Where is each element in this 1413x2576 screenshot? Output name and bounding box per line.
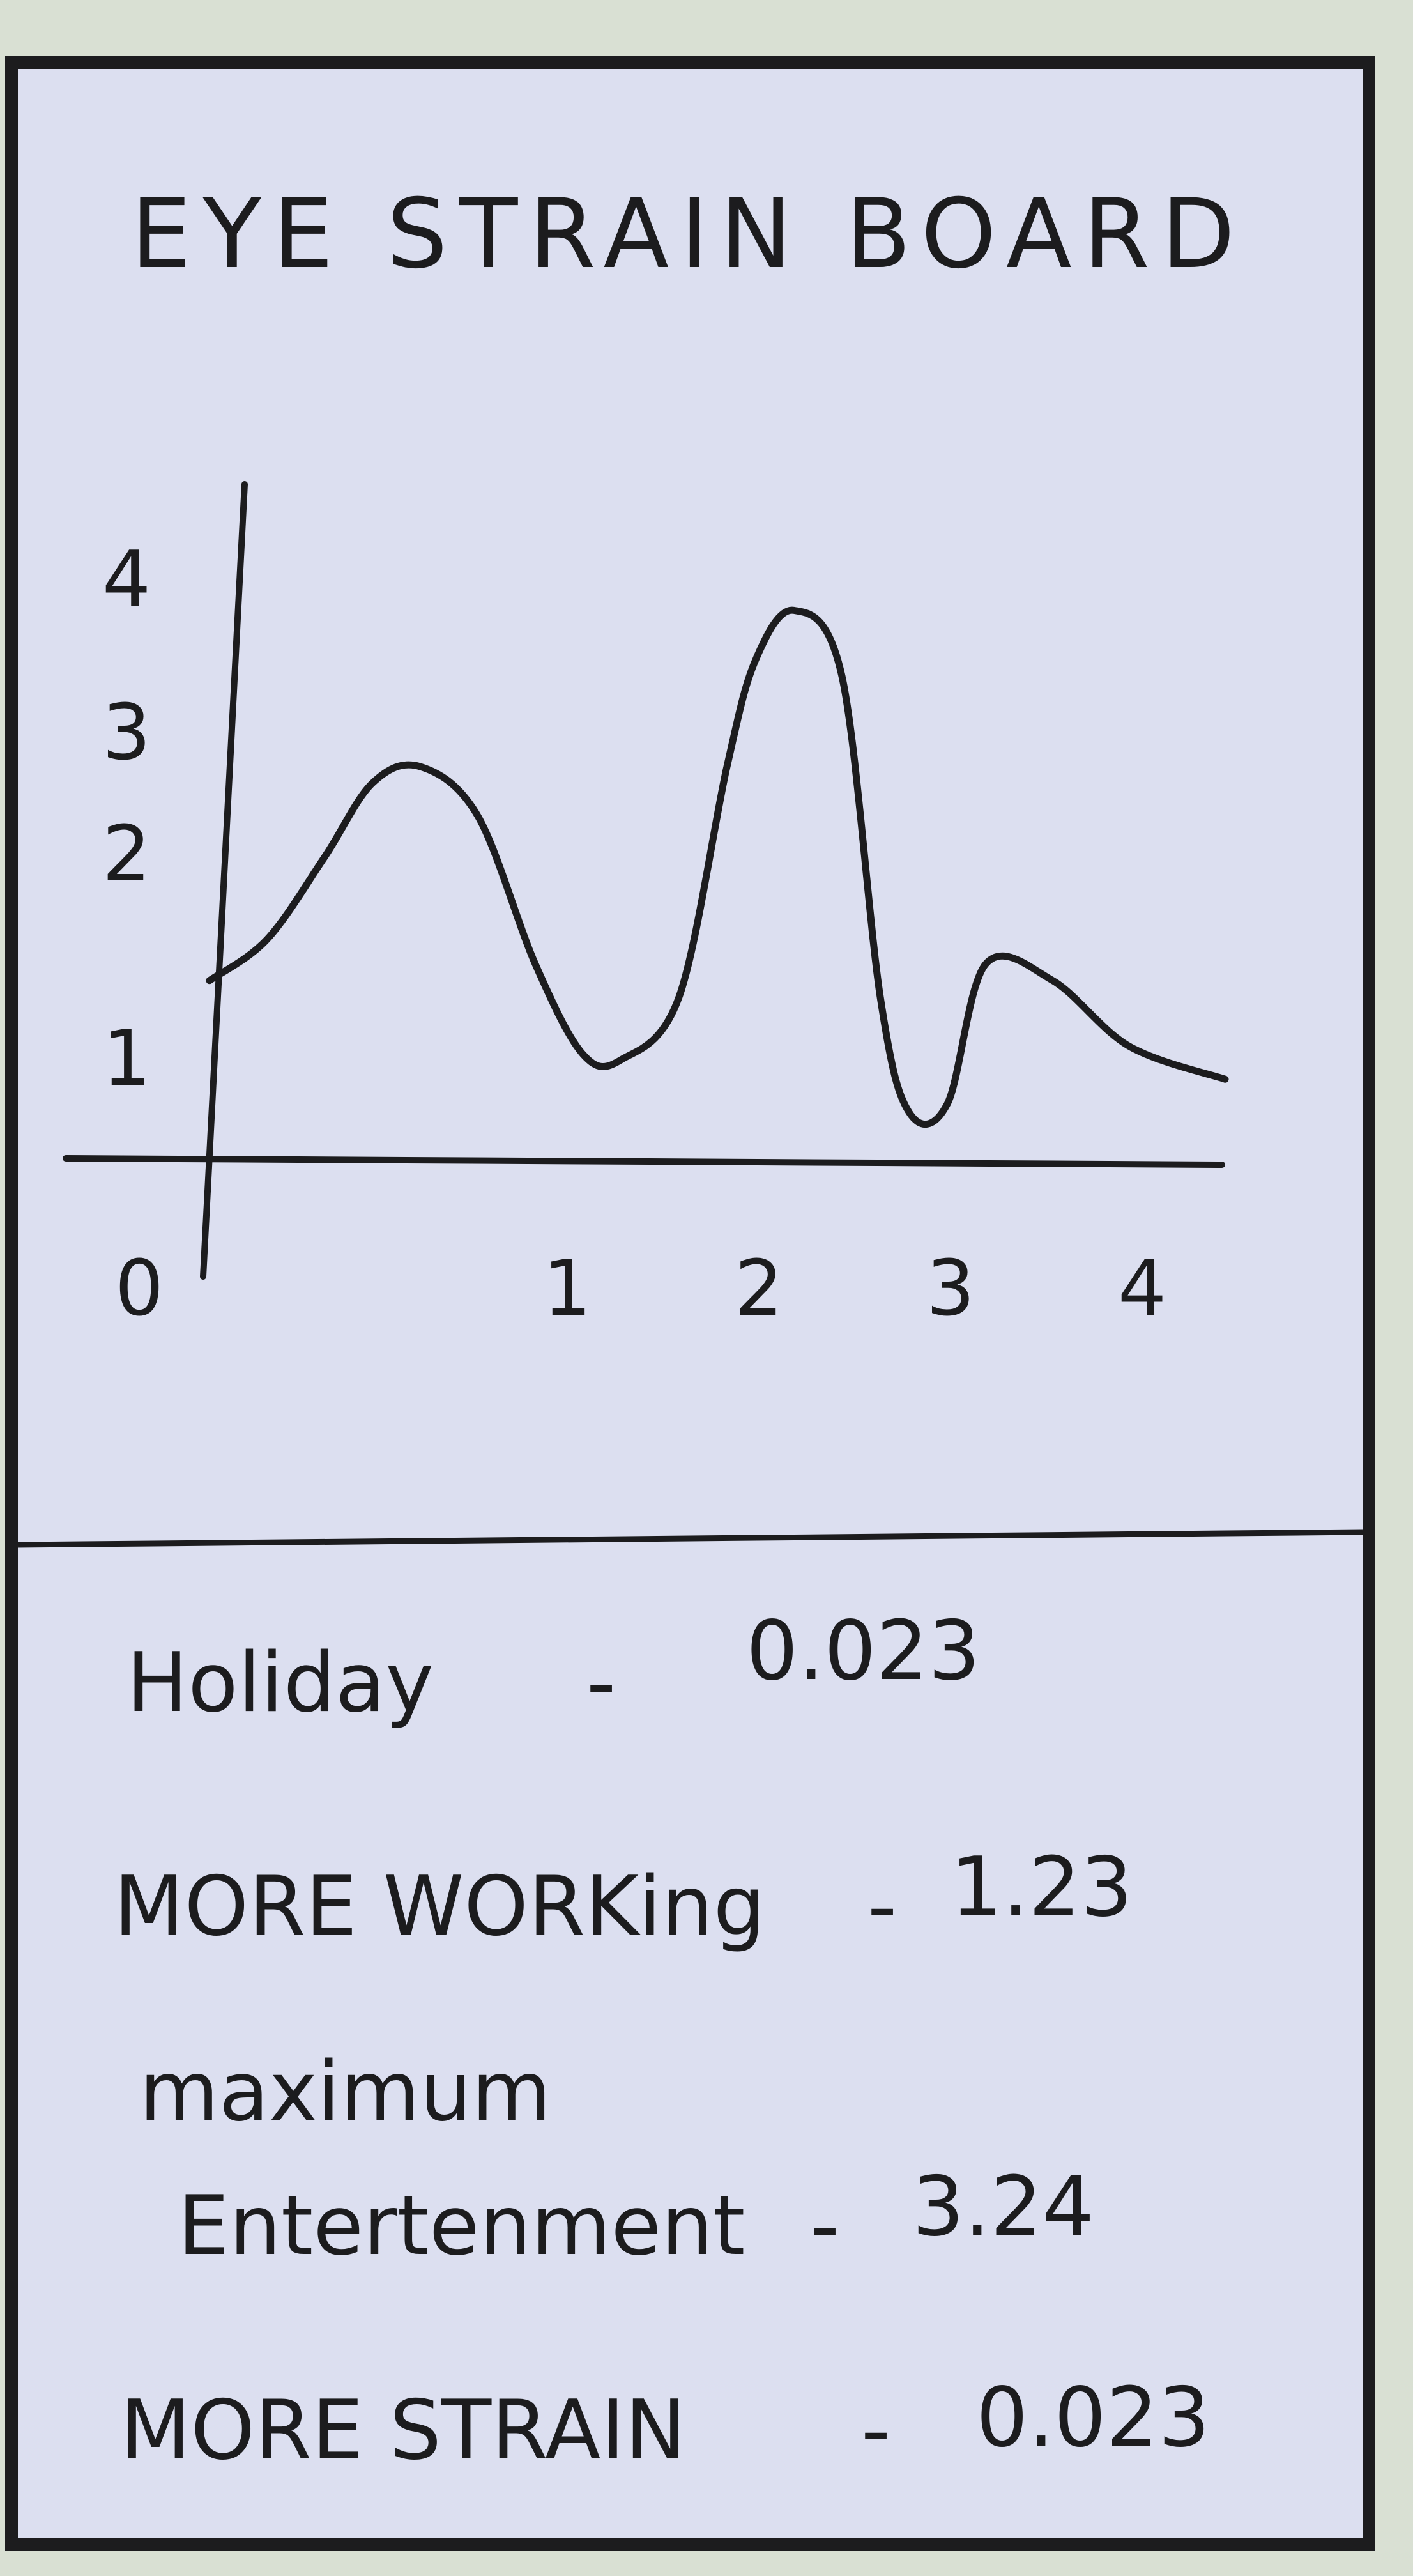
board-title: EYE STRAIN BOARD xyxy=(131,179,1247,290)
x-tick-label-0: 0 xyxy=(115,1245,164,1333)
x-tick-label-3: 3 xyxy=(926,1245,975,1333)
list-item-more-strain-label: MORE STRAIN xyxy=(120,2383,686,2478)
y-tick-label-4: 4 xyxy=(102,535,151,624)
list-item-more-working-separator: - xyxy=(867,1859,897,1954)
x-tick-label-4: 4 xyxy=(1118,1245,1166,1333)
list-item-holiday-label: Holiday xyxy=(126,1636,434,1731)
list-item-max-ent-label-line2: Entertenment xyxy=(178,2179,745,2274)
board-drawing: EYE STRAIN BOARD 0 1 2 3 4 1 2 3 4 Holiday - 0.… xyxy=(18,179,1363,2478)
list-item-more-working-label: MORE WORKing xyxy=(114,1859,765,1954)
strain-list: Holiday - 0.023 MORE WORKing - 1.23 maxi… xyxy=(114,1604,1210,2478)
x-tick-labels: 0 1 2 3 4 xyxy=(115,1245,1166,1333)
list-item-holiday-value: 0.023 xyxy=(746,1604,980,1699)
list-item-more-strain-separator: - xyxy=(861,2383,890,2478)
list-item-max-ent-separator: - xyxy=(810,2179,839,2274)
strain-curve-points xyxy=(207,608,1228,1114)
y-tick-label-3: 3 xyxy=(102,689,151,778)
y-tick-label-2: 2 xyxy=(102,810,151,899)
list-item-more-working-value: 1.23 xyxy=(951,1840,1133,1935)
list-item-max-ent-label-line1: maximum xyxy=(139,2044,551,2140)
x-tick-label-1: 1 xyxy=(543,1245,592,1333)
eye-strain-chart: 0 1 2 3 4 1 2 3 4 xyxy=(63,481,1229,1333)
list-item-holiday-separator: - xyxy=(586,1636,616,1731)
list-item-max-ent-value: 3.24 xyxy=(912,2159,1094,2255)
section-divider xyxy=(18,1529,1363,1548)
x-tick-label-2: 2 xyxy=(735,1245,783,1333)
y-tick-label-1: 1 xyxy=(102,1015,151,1103)
y-axis-line xyxy=(200,481,248,1280)
eye-strain-board: EYE STRAIN BOARD 0 1 2 3 4 1 2 3 4 Holiday - 0.… xyxy=(5,56,1375,2551)
list-item-more-strain-value: 0.023 xyxy=(976,2370,1210,2465)
x-axis-line xyxy=(63,1155,1225,1168)
strain-curve xyxy=(206,606,1229,1128)
y-tick-labels: 1 2 3 4 xyxy=(102,535,151,1103)
